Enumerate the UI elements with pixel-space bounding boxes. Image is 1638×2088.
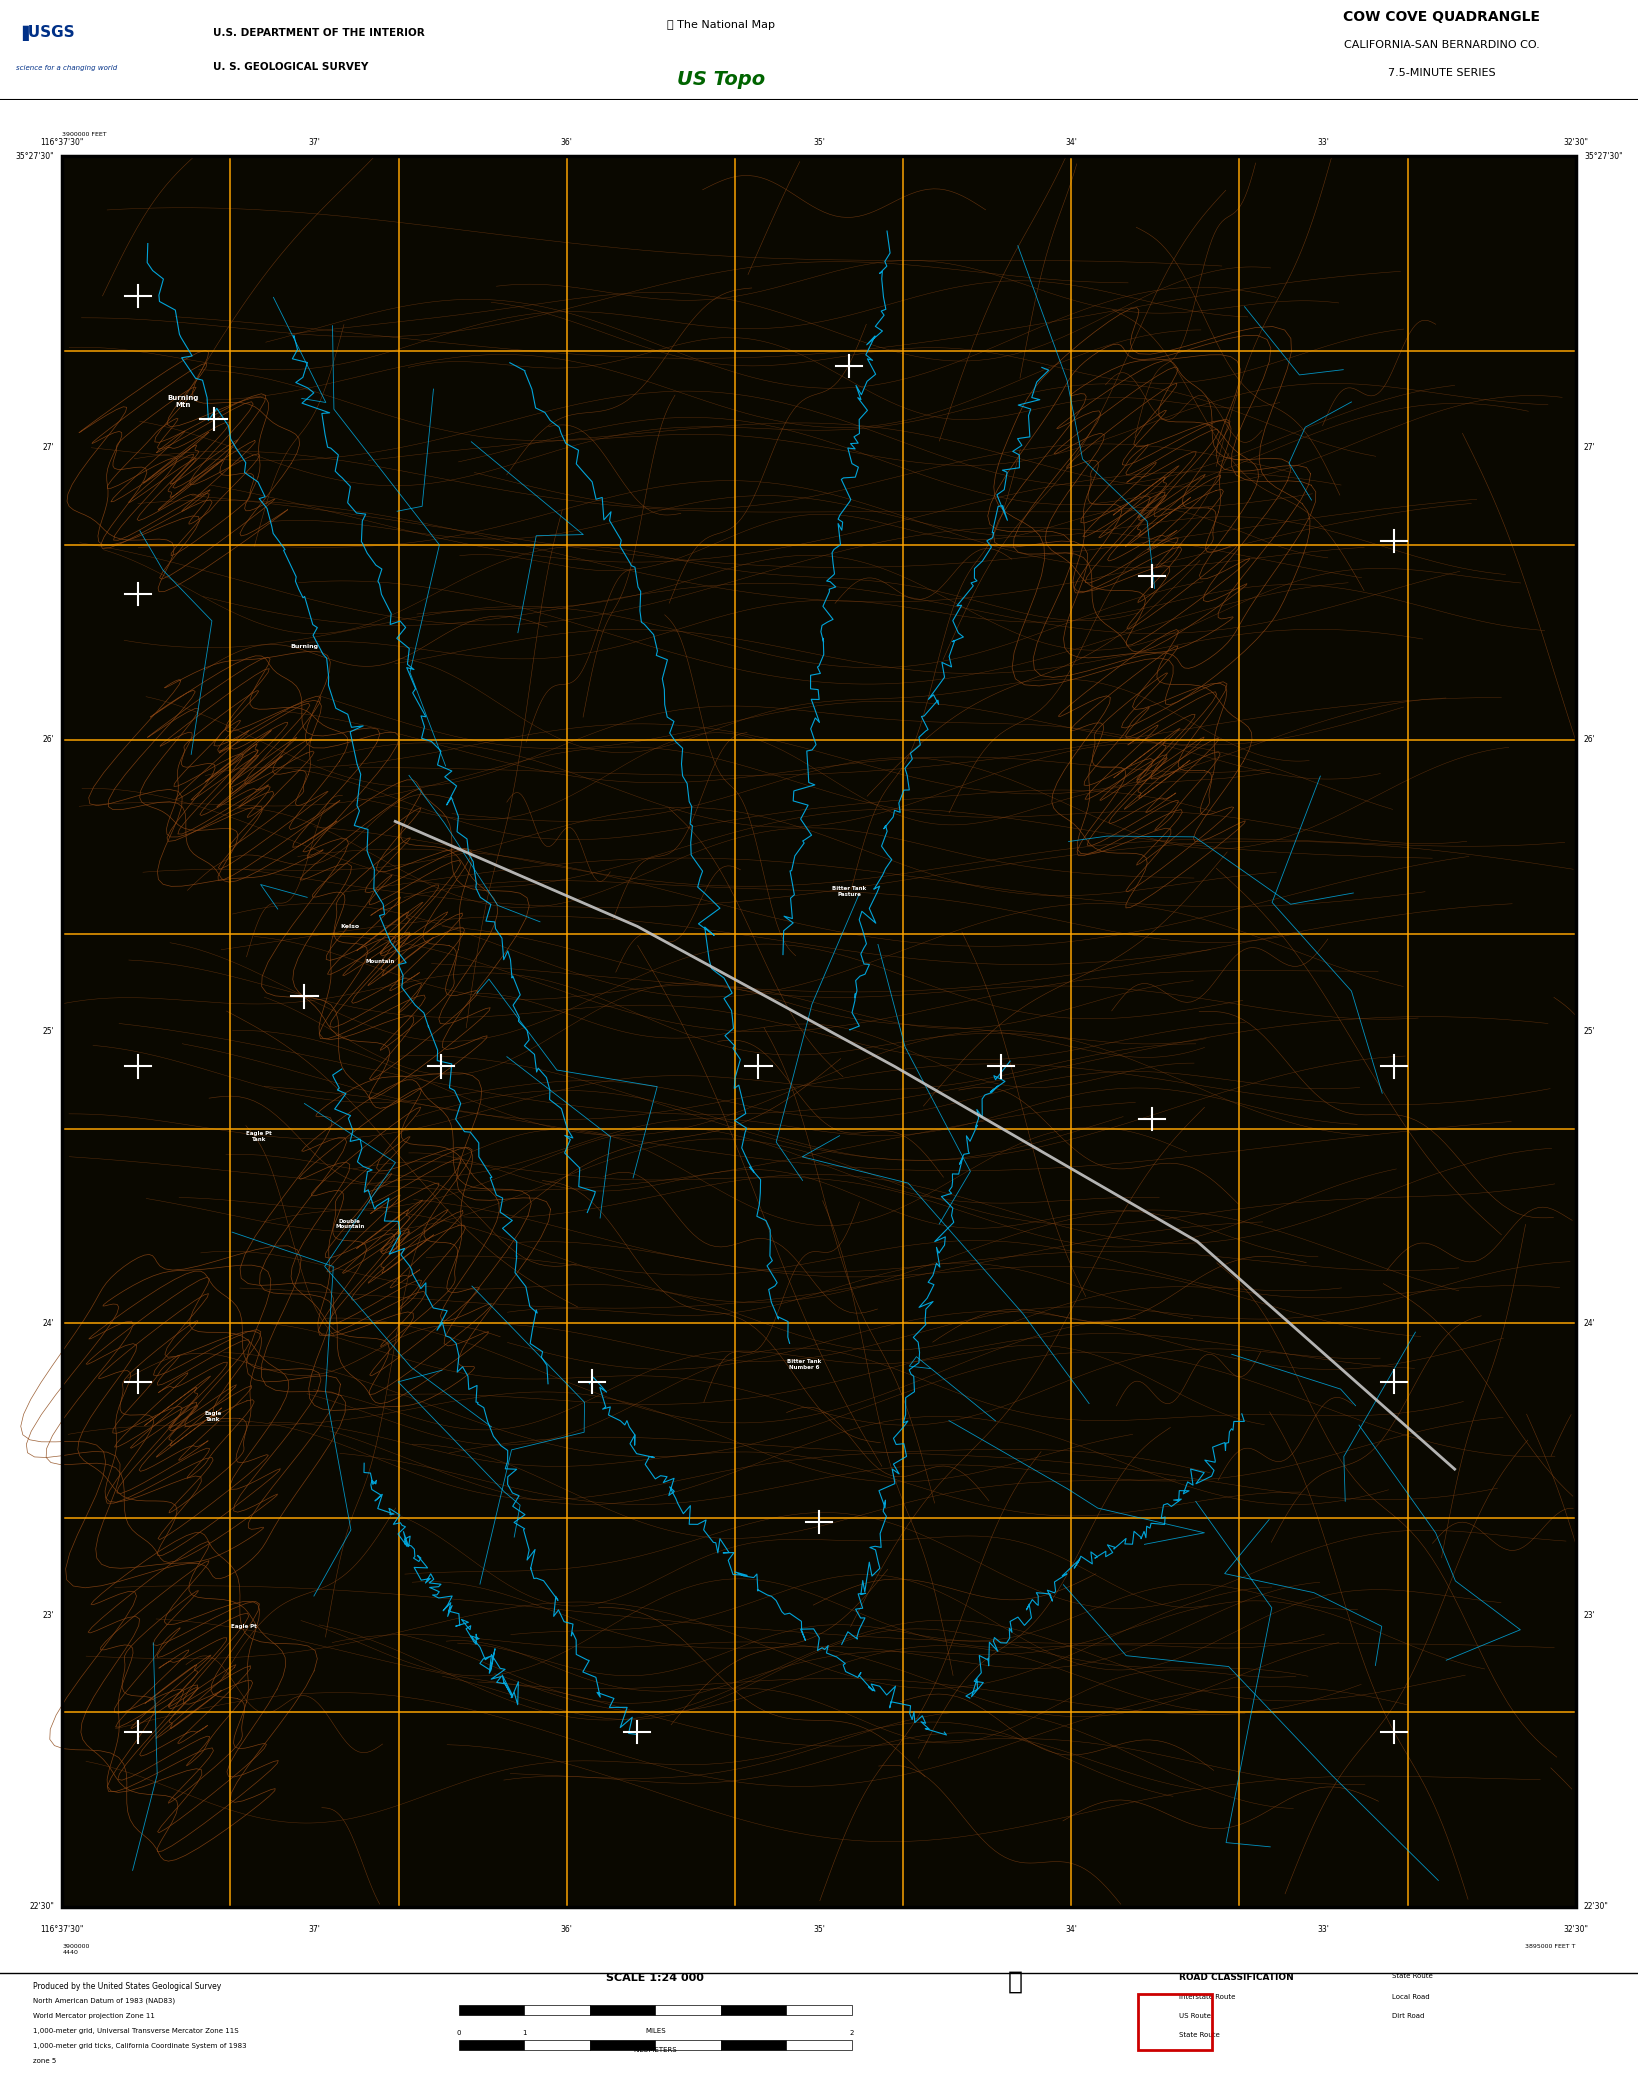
Text: 33': 33' <box>1317 1925 1330 1933</box>
Text: 🌐 The National Map: 🌐 The National Map <box>667 21 775 29</box>
Text: 3895000 FEET T: 3895000 FEET T <box>1525 1944 1576 1948</box>
Text: 32'30": 32'30" <box>1563 1925 1589 1933</box>
Text: 26': 26' <box>43 735 54 743</box>
Text: 27': 27' <box>43 443 54 453</box>
Text: Bitter Tank
Number 6: Bitter Tank Number 6 <box>786 1359 821 1370</box>
Text: Dirt Road: Dirt Road <box>1392 2013 1425 2019</box>
Text: 116°37'30": 116°37'30" <box>41 138 84 146</box>
Text: Local Road: Local Road <box>1392 1994 1430 2000</box>
Bar <box>459 2004 524 2015</box>
Text: science for a changing world: science for a changing world <box>16 65 118 71</box>
Text: 0: 0 <box>457 2030 460 2036</box>
Text: 36': 36' <box>560 1925 573 1933</box>
Text: 23': 23' <box>1584 1610 1595 1620</box>
Text: 26': 26' <box>1584 735 1595 743</box>
Text: Produced by the United States Geological Survey: Produced by the United States Geological… <box>33 1982 221 1990</box>
Text: 7.5-MINUTE SERIES: 7.5-MINUTE SERIES <box>1387 69 1495 77</box>
Text: 3900000 FEET: 3900000 FEET <box>62 132 106 138</box>
Text: 1: 1 <box>523 2030 526 2036</box>
Bar <box>786 2004 852 2015</box>
Text: 34': 34' <box>1065 138 1078 146</box>
Text: 116°37'30": 116°37'30" <box>41 1925 84 1933</box>
Text: Burning: Burning <box>290 643 318 649</box>
Text: Kelso: Kelso <box>341 923 359 929</box>
Text: 23': 23' <box>43 1610 54 1620</box>
Text: 32'30": 32'30" <box>1563 138 1589 146</box>
Bar <box>786 2040 852 2050</box>
Bar <box>524 2004 590 2015</box>
Text: Eagle Pt: Eagle Pt <box>231 1624 257 1629</box>
Text: ▐USGS: ▐USGS <box>16 25 75 42</box>
Text: 22'30": 22'30" <box>1584 1902 1609 1911</box>
Text: KILOMETERS: KILOMETERS <box>634 2046 676 2053</box>
Bar <box>459 2040 524 2050</box>
Text: US Route: US Route <box>1179 2013 1210 2019</box>
Text: CALIFORNIA-SAN BERNARDINO CO.: CALIFORNIA-SAN BERNARDINO CO. <box>1343 40 1540 50</box>
Bar <box>1138 1994 1212 2050</box>
Text: 1,000-meter grid, Universal Transverse Mercator Zone 11S: 1,000-meter grid, Universal Transverse M… <box>33 2027 239 2034</box>
Text: 35°27'30": 35°27'30" <box>15 152 54 161</box>
Bar <box>721 2040 786 2050</box>
Bar <box>524 2040 590 2050</box>
Text: SCALE 1:24 000: SCALE 1:24 000 <box>606 1973 704 1984</box>
Text: 37': 37' <box>308 1925 321 1933</box>
Bar <box>721 2004 786 2015</box>
Text: Eagle
Tank: Eagle Tank <box>205 1411 223 1422</box>
Text: Interstate Route: Interstate Route <box>1179 1994 1235 2000</box>
Text: 35': 35' <box>812 1925 826 1933</box>
Text: Mountain: Mountain <box>365 958 395 965</box>
Text: 24': 24' <box>1584 1320 1595 1328</box>
Text: Burning
Mtn: Burning Mtn <box>167 395 198 407</box>
Bar <box>0 0 295 100</box>
Text: 1,000-meter grid ticks, California Coordinate System of 1983: 1,000-meter grid ticks, California Coord… <box>33 2042 246 2048</box>
Text: zone 5: zone 5 <box>33 2059 56 2063</box>
Text: 35': 35' <box>812 138 826 146</box>
Bar <box>655 2004 721 2015</box>
Text: State Route: State Route <box>1392 1973 1433 1979</box>
Bar <box>590 2004 655 2015</box>
Text: 36': 36' <box>560 138 573 146</box>
Text: North American Datum of 1983 (NAD83): North American Datum of 1983 (NAD83) <box>33 1998 175 2004</box>
Text: Bitter Tank
Pasture: Bitter Tank Pasture <box>832 885 867 898</box>
Text: 35°27'30": 35°27'30" <box>1584 152 1623 161</box>
Text: State Route: State Route <box>1179 2032 1220 2038</box>
Text: Eagle Pt
Tank: Eagle Pt Tank <box>246 1132 272 1142</box>
Text: World Mercator projection Zone 11: World Mercator projection Zone 11 <box>33 2013 154 2019</box>
Text: ROAD CLASSIFICATION: ROAD CLASSIFICATION <box>1179 1973 1294 1982</box>
Text: U. S. GEOLOGICAL SURVEY: U. S. GEOLOGICAL SURVEY <box>213 63 369 73</box>
Text: U.S. DEPARTMENT OF THE INTERIOR: U.S. DEPARTMENT OF THE INTERIOR <box>213 27 424 38</box>
Text: 22'30": 22'30" <box>29 1902 54 1911</box>
Text: COW COVE QUADRANGLE: COW COVE QUADRANGLE <box>1343 10 1540 25</box>
Text: 🗺: 🗺 <box>1007 1969 1024 1994</box>
Text: 3900000
4440: 3900000 4440 <box>62 1944 90 1954</box>
Text: 2: 2 <box>850 2030 853 2036</box>
Bar <box>590 2040 655 2050</box>
Text: MILES: MILES <box>645 2027 665 2034</box>
Text: US Topo: US Topo <box>676 71 765 90</box>
Text: 25': 25' <box>43 1027 54 1036</box>
Text: 24': 24' <box>43 1320 54 1328</box>
Text: Double
Mountain: Double Mountain <box>336 1219 364 1230</box>
Text: 25': 25' <box>1584 1027 1595 1036</box>
Text: 37': 37' <box>308 138 321 146</box>
Text: 27': 27' <box>1584 443 1595 453</box>
Text: 34': 34' <box>1065 1925 1078 1933</box>
Bar <box>655 2040 721 2050</box>
Text: 33': 33' <box>1317 138 1330 146</box>
